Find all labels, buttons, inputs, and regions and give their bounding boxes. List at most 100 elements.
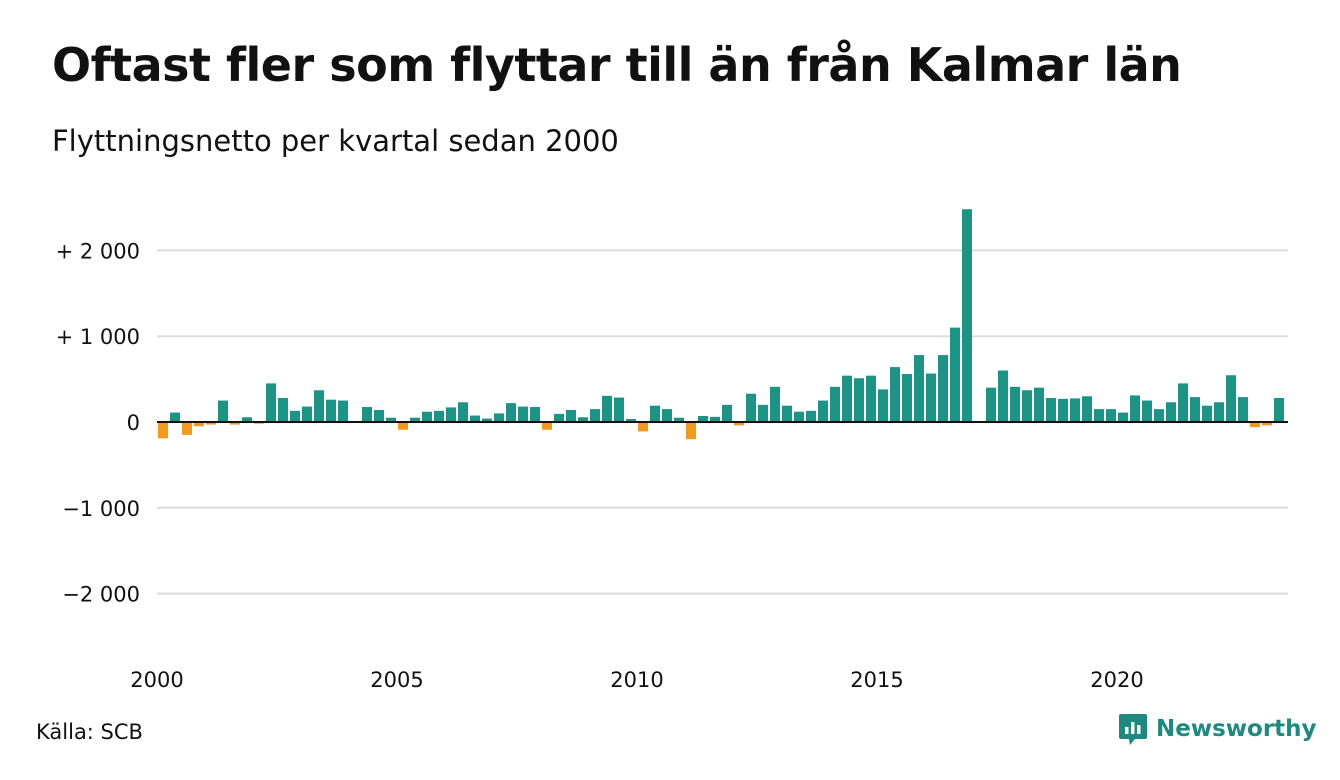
bar [746, 393, 756, 422]
bar [1082, 396, 1092, 422]
bar [1094, 409, 1104, 422]
bar [398, 422, 408, 430]
bar [434, 410, 444, 422]
bar [362, 406, 372, 422]
bar [602, 395, 612, 422]
bar [662, 409, 672, 422]
bar [410, 417, 420, 422]
newsworthy-logo-icon [1119, 714, 1147, 745]
bar [566, 409, 576, 422]
bar [554, 413, 564, 422]
y-tick-label: + 1 000 [56, 325, 140, 349]
bar [782, 405, 792, 422]
bar [1070, 398, 1080, 422]
bar [674, 417, 684, 422]
bar [530, 406, 540, 422]
bar [422, 411, 432, 422]
chart-title: Oftast fler som flyttar till än från Kal… [52, 38, 1182, 92]
bar [1274, 397, 1284, 422]
bar [1214, 402, 1224, 422]
bar [1106, 409, 1116, 422]
bar [170, 412, 180, 422]
bar [1226, 375, 1236, 422]
bar [686, 422, 696, 440]
bar [290, 410, 300, 422]
bar [458, 402, 468, 422]
bar [218, 400, 228, 422]
bar [278, 397, 288, 422]
x-tick-label: 2015 [850, 668, 903, 692]
bar [386, 417, 396, 422]
bar [830, 386, 840, 422]
bar [1166, 402, 1176, 422]
bar [794, 411, 804, 422]
bar [302, 406, 312, 422]
source-note: Källa: SCB [36, 720, 143, 744]
bar [446, 407, 456, 422]
bar [758, 404, 768, 422]
brand-name: Newsworthy [1156, 716, 1317, 742]
bar [194, 422, 204, 427]
bar [638, 422, 648, 432]
bar [998, 370, 1008, 422]
bar [230, 422, 240, 425]
bar [626, 418, 636, 422]
bar [518, 406, 528, 422]
bar [482, 418, 492, 422]
bar [1202, 405, 1212, 422]
bar [926, 373, 936, 422]
bar [314, 390, 324, 422]
bar [1010, 386, 1020, 422]
y-tick-label: −1 000 [62, 497, 140, 521]
bar [1142, 400, 1152, 422]
chart-subtitle: Flyttningsnetto per kvartal sedan 2000 [52, 124, 619, 158]
bar [770, 386, 780, 422]
bar [950, 327, 960, 422]
bar [494, 413, 504, 422]
bar [1154, 409, 1164, 422]
bar [710, 416, 720, 422]
bar [326, 399, 336, 422]
bar [1046, 397, 1056, 422]
x-tick-label: 2000 [130, 668, 183, 692]
bar [698, 415, 708, 422]
brand-logo: Newsworthy [1118, 712, 1317, 746]
bar [650, 405, 660, 422]
bar [818, 400, 828, 422]
bar [1190, 397, 1200, 422]
bar [914, 355, 924, 422]
bar [890, 367, 900, 422]
bar [614, 397, 624, 422]
bar [1118, 412, 1128, 422]
bar [266, 383, 276, 422]
bar [242, 417, 252, 422]
bar [734, 422, 744, 426]
bar [842, 375, 852, 422]
bar [338, 400, 348, 422]
bar [1130, 395, 1140, 422]
bar [1262, 422, 1272, 426]
y-tick-label: −2 000 [62, 583, 140, 607]
x-tick-label: 2005 [370, 668, 423, 692]
bar [1034, 387, 1044, 422]
bar [1238, 397, 1248, 422]
bar [962, 209, 972, 422]
x-tick-label: 2010 [610, 668, 663, 692]
bar [578, 417, 588, 422]
bar [182, 422, 192, 435]
bar [470, 415, 480, 422]
bar [374, 409, 384, 422]
bar [902, 373, 912, 422]
bar [938, 355, 948, 422]
bar [1058, 398, 1068, 422]
x-tick-label: 2020 [1090, 668, 1143, 692]
bar [806, 410, 816, 422]
y-tick-label: 0 [127, 411, 140, 435]
bar [854, 378, 864, 422]
bar [1178, 383, 1188, 422]
bar [986, 387, 996, 422]
bar [1250, 422, 1260, 428]
bar [878, 389, 888, 422]
bar [158, 422, 168, 439]
